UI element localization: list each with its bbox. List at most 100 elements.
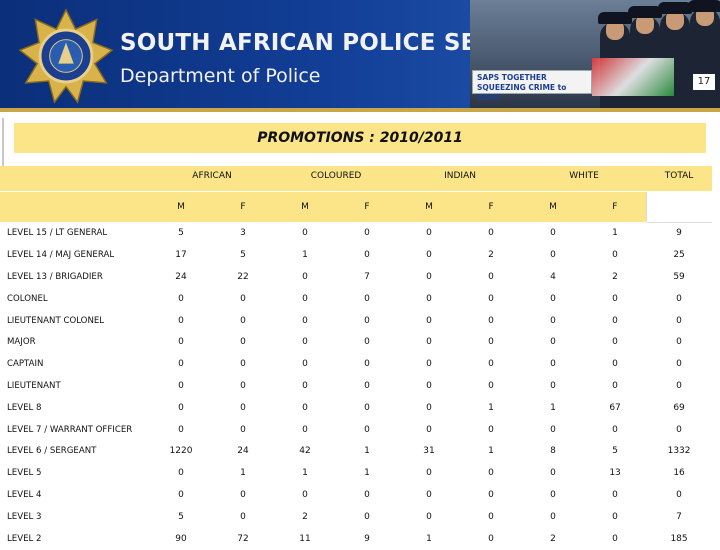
- value-cell: 0: [460, 418, 523, 441]
- table-row: LEVEL 14 / MAJ GENERAL 17 5 1 0 0 2 0 0 25: [0, 244, 713, 267]
- value-cell: 2: [584, 266, 647, 289]
- sub-header: M: [522, 191, 585, 223]
- value-cell: 1: [274, 462, 337, 485]
- table-row: LIEUTENANT 0 0 0 0 0 0 0 0 0: [0, 375, 713, 398]
- value-cell: 22: [212, 266, 275, 289]
- value-cell: 7: [336, 266, 399, 289]
- table-row: LEVEL 8 0 0 0 0 0 1 1 67 69: [0, 396, 713, 420]
- group-header-row: AFRICAN COLOURED INDIAN WHITE TOTAL: [0, 166, 713, 192]
- value-cell: 11: [274, 527, 337, 550]
- slogan-graphic: [592, 58, 674, 96]
- table-body: AFRICAN COLOURED INDIAN WHITE TOTAL M F …: [0, 166, 713, 550]
- value-cell: 0: [150, 418, 212, 441]
- total-cell: 0: [646, 331, 713, 354]
- table-row: LEVEL 15 / LT GENERAL 5 3 0 0 0 0 0 1 9: [0, 222, 713, 245]
- value-cell: 0: [336, 484, 399, 507]
- table-row: LIEUTENANT COLONEL 0 0 0 0 0 0 0 0 0: [0, 309, 713, 332]
- sub-header: F: [336, 191, 399, 223]
- value-cell: 0: [150, 484, 212, 507]
- value-cell: 24: [150, 266, 212, 289]
- value-cell: 0: [584, 484, 647, 507]
- value-cell: 0: [522, 244, 585, 267]
- value-cell: 0: [460, 375, 523, 398]
- value-cell: 0: [584, 418, 647, 441]
- value-cell: 0: [460, 505, 523, 529]
- value-cell: 0: [398, 484, 461, 507]
- total-cell: 0: [646, 309, 713, 332]
- value-cell: 0: [274, 222, 337, 245]
- value-cell: 72: [212, 527, 275, 550]
- value-cell: 0: [212, 353, 275, 376]
- group-total: TOTAL: [646, 166, 713, 192]
- sex-header-row: M F M F M F M F: [0, 191, 713, 223]
- total-cell: 7: [646, 505, 713, 529]
- total-cell: 16: [646, 462, 713, 485]
- row-label: LEVEL 8: [0, 396, 150, 420]
- value-cell: 0: [398, 287, 461, 311]
- corner-cell: [0, 166, 150, 192]
- value-cell: 0: [522, 309, 585, 332]
- value-cell: 5: [150, 505, 212, 529]
- row-label: LEVEL 5: [0, 462, 150, 485]
- value-cell: 0: [460, 527, 523, 550]
- value-cell: 0: [584, 309, 647, 332]
- total-cell: 25: [646, 244, 713, 267]
- table-row: LEVEL 7 / WARRANT OFFICER 0 0 0 0 0 0 0 0 0: [0, 418, 713, 441]
- value-cell: 0: [150, 331, 212, 354]
- value-cell: 0: [212, 484, 275, 507]
- value-cell: 1: [336, 440, 399, 463]
- value-cell: 0: [212, 331, 275, 354]
- sub-header: F: [212, 191, 275, 223]
- value-cell: 0: [212, 375, 275, 398]
- value-cell: 31: [398, 440, 461, 463]
- value-cell: 0: [150, 462, 212, 485]
- corner-cell-2: [0, 191, 150, 223]
- value-cell: 0: [336, 244, 399, 267]
- left-rule: [2, 118, 4, 166]
- value-cell: 0: [522, 353, 585, 376]
- value-cell: 0: [398, 331, 461, 354]
- row-label: LEVEL 7 / WARRANT OFFICER: [0, 418, 150, 441]
- row-label: LIEUTENANT: [0, 375, 150, 398]
- value-cell: 0: [522, 462, 585, 485]
- value-cell: 0: [274, 331, 337, 354]
- value-cell: 0: [522, 375, 585, 398]
- saps-star-emblem-icon: [18, 8, 114, 104]
- header-banner: SOUTH AFRICAN POLICE SERVICE Department …: [0, 0, 720, 112]
- value-cell: 5: [584, 440, 647, 463]
- value-cell: 1220: [150, 440, 212, 463]
- value-cell: 0: [150, 309, 212, 332]
- value-cell: 9: [336, 527, 399, 550]
- value-cell: 0: [212, 396, 275, 420]
- value-cell: 5: [212, 244, 275, 267]
- row-label: MAJOR: [0, 331, 150, 354]
- value-cell: 1: [212, 462, 275, 485]
- promotions-table: AFRICAN COLOURED INDIAN WHITE TOTAL M F …: [0, 166, 713, 550]
- value-cell: 24: [212, 440, 275, 463]
- table-row: COLONEL 0 0 0 0 0 0 0 0 0: [0, 287, 713, 311]
- table-row: MAJOR 0 0 0 0 0 0 0 0 0: [0, 331, 713, 354]
- value-cell: 0: [460, 222, 523, 245]
- value-cell: 2: [274, 505, 337, 529]
- value-cell: 0: [398, 418, 461, 441]
- value-cell: 0: [336, 375, 399, 398]
- value-cell: 0: [460, 309, 523, 332]
- value-cell: 0: [522, 287, 585, 311]
- value-cell: 0: [460, 353, 523, 376]
- value-cell: 0: [398, 375, 461, 398]
- value-cell: 3: [212, 222, 275, 245]
- value-cell: 0: [150, 396, 212, 420]
- value-cell: 1: [584, 222, 647, 245]
- value-cell: 0: [522, 331, 585, 354]
- value-cell: 0: [522, 484, 585, 507]
- value-cell: 13: [584, 462, 647, 485]
- value-cell: 42: [274, 440, 337, 463]
- value-cell: 1: [460, 440, 523, 463]
- value-cell: 0: [212, 287, 275, 311]
- row-label: COLONEL: [0, 287, 150, 311]
- value-cell: 0: [460, 462, 523, 485]
- total-cell: 0: [646, 375, 713, 398]
- value-cell: 0: [522, 418, 585, 441]
- value-cell: 0: [584, 505, 647, 529]
